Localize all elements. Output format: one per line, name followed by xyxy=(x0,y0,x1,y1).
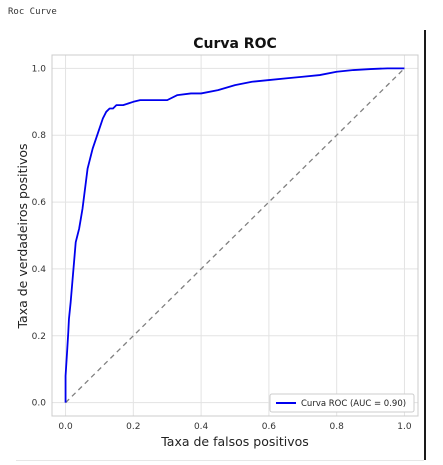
roc-curve-line xyxy=(64,67,405,403)
x-axis-title: Taxa de falsos positivos xyxy=(160,434,309,449)
y-tick-label: 0.8 xyxy=(32,131,47,141)
x-tick-label: 1.0 xyxy=(397,422,412,432)
y-tick-label: 1.0 xyxy=(32,64,47,74)
x-tick-label: 0.2 xyxy=(126,422,140,432)
y-tick-label: 0.4 xyxy=(32,265,47,275)
grid xyxy=(52,55,418,416)
x-tick-label: 0.0 xyxy=(58,422,73,432)
cell-border-right xyxy=(424,30,426,460)
legend-box xyxy=(269,393,415,413)
y-tick-label: 0.2 xyxy=(32,332,46,342)
diagonal-line xyxy=(65,67,405,404)
x-tick-label: 0.8 xyxy=(330,422,345,432)
y-ticks: 0.0 0.2 0.4 0.6 0.8 1.0 xyxy=(32,64,47,408)
y-tick-label: 0.0 xyxy=(32,399,47,409)
x-tick-label: 0.4 xyxy=(194,422,209,432)
x-tick-label: 0.6 xyxy=(262,422,277,432)
diagonal-reference xyxy=(65,67,405,404)
cell-border-bottom xyxy=(16,460,424,461)
roc-series xyxy=(64,67,405,403)
y-tick-label: 0.6 xyxy=(32,198,47,208)
chart-title: Curva ROC xyxy=(193,36,277,52)
legend: Curva ROC (AUC = 0.90) xyxy=(269,393,415,413)
y-axis-title: Taxa de verdadeiros positivos xyxy=(15,143,30,329)
legend-label: Curva ROC (AUC = 0.90) xyxy=(301,399,406,409)
cell-caption: Roc Curve xyxy=(8,7,57,17)
x-ticks: 0.0 0.2 0.4 0.6 0.8 1.0 xyxy=(58,422,411,432)
plot-frame xyxy=(51,54,419,417)
